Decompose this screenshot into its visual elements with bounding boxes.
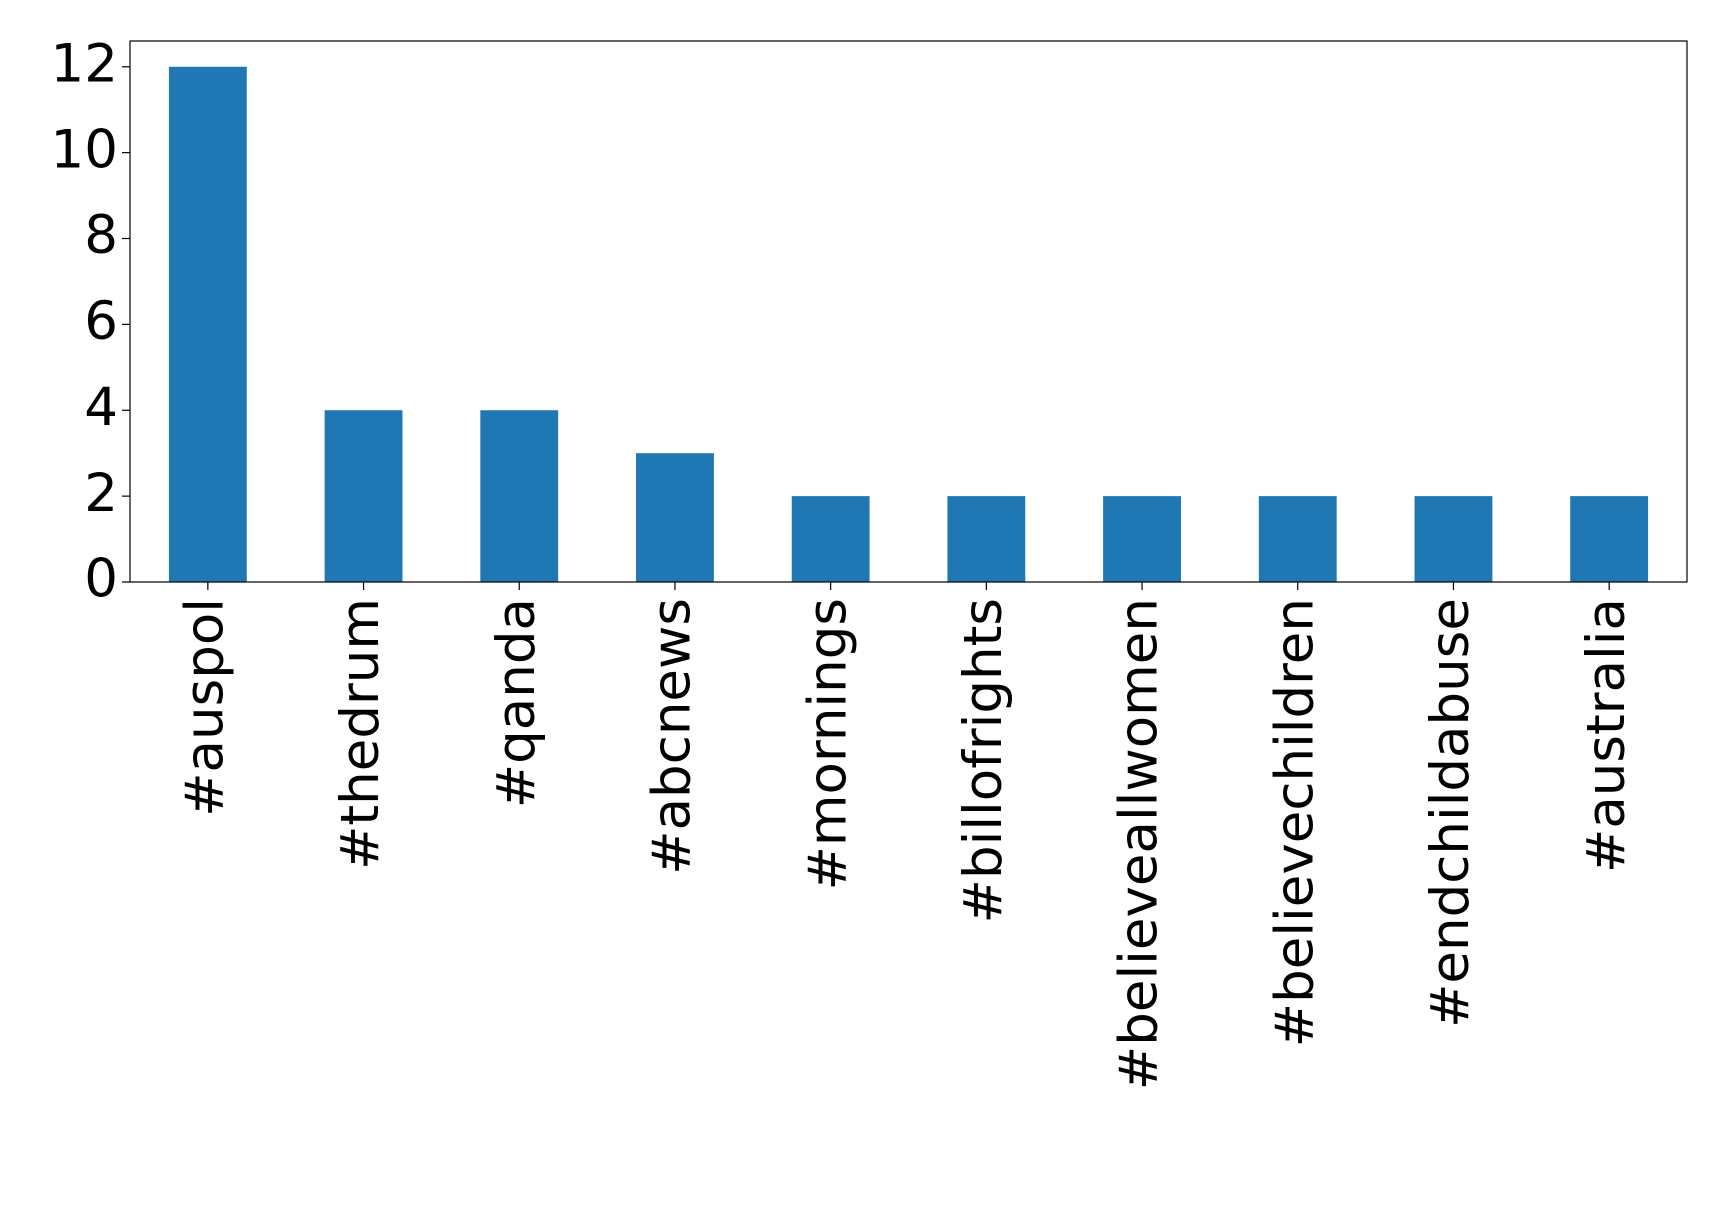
bar: [636, 453, 714, 582]
bar: [324, 410, 403, 582]
x-tick-label: #abcnews: [642, 598, 703, 875]
x-tick-label: #believechildren: [1264, 598, 1325, 1047]
y-tick-label: 12: [51, 33, 118, 94]
x-tick-label: #billofrights: [953, 598, 1014, 923]
x-tick-label: #believeallwomen: [1109, 598, 1170, 1090]
x-tick-label: #endchildabuse: [1420, 598, 1481, 1028]
y-tick-label: 8: [84, 205, 118, 266]
x-tick-label: #auspol: [174, 598, 235, 817]
y-tick-label: 6: [84, 291, 118, 352]
bar: [791, 496, 870, 582]
bar: [168, 66, 247, 582]
y-tick-label: 4: [84, 377, 118, 438]
bar: [480, 410, 559, 582]
x-tick-label: #mornings: [797, 598, 858, 890]
y-tick-label: 0: [84, 549, 118, 610]
x-tick-label: #qanda: [486, 598, 547, 808]
plot-frame: [129, 40, 1688, 583]
x-tick-label: #australia: [1576, 598, 1637, 873]
x-tick-label: #thedrum: [330, 598, 391, 870]
bar: [1570, 496, 1649, 582]
y-tick-label: 2: [84, 463, 118, 524]
bar: [1414, 496, 1493, 582]
bar: [947, 496, 1026, 582]
y-tick-label: 10: [51, 119, 118, 180]
bar: [1258, 496, 1337, 582]
bar: [1103, 496, 1181, 582]
